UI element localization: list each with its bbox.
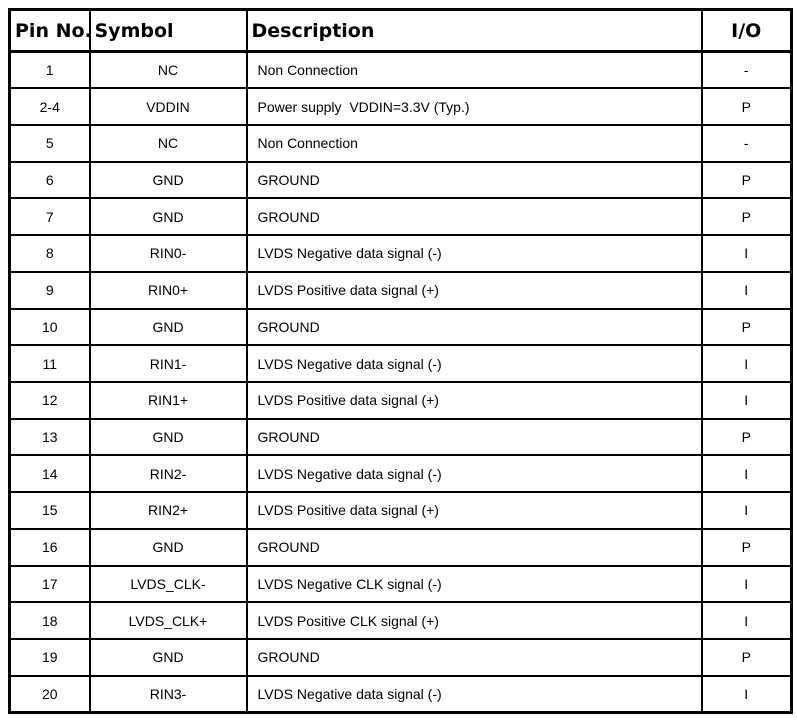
symbol-cell: RIN0-: [88, 234, 248, 273]
table-row: 6 GND GROUND P: [8, 160, 793, 200]
io-cell: P: [700, 160, 793, 200]
table-row: 2-4 VDDIN Power supply VDDIN=3.3V (Typ.)…: [8, 87, 793, 126]
pin-cell: 12: [8, 380, 91, 420]
pin-cell: 19: [8, 638, 91, 677]
header-row: Pin No. Symbol Description I/O: [8, 8, 793, 53]
table-row: 19 GND GROUND P: [8, 638, 793, 677]
description-cell: LVDS Negative CLK signal (-): [245, 564, 703, 604]
pin-cell: 2-4: [8, 87, 91, 126]
pin-cell: 14: [8, 454, 91, 494]
io-cell: P: [700, 638, 793, 677]
symbol-cell: RIN2-: [88, 454, 248, 494]
table-row: 1 NC Non Connection -: [8, 50, 793, 90]
table-row: 13 GND GROUND P: [8, 417, 793, 457]
pin-cell: 11: [8, 344, 91, 383]
pin-cell: 17: [8, 564, 91, 604]
pin-cell: 10: [8, 307, 91, 347]
table-row: 16 GND GROUND P: [8, 527, 793, 567]
table-row: 12 RIN1+ LVDS Positive data signal (+) I: [8, 380, 793, 420]
pin-description-table: Pin No. Symbol Description I/O 1 NC Non …: [8, 8, 793, 714]
io-cell: I: [700, 601, 793, 640]
header-symbol: Symbol: [88, 8, 248, 53]
table-row: 20 RIN3- LVDS Negative data signal (-) I: [8, 674, 793, 714]
pin-cell: 7: [8, 197, 91, 237]
symbol-cell: NC: [88, 50, 248, 90]
symbol-cell: GND: [88, 197, 248, 237]
symbol-cell: VDDIN: [88, 87, 248, 126]
description-cell: GROUND: [245, 638, 703, 677]
io-cell: I: [700, 344, 793, 383]
io-cell: I: [700, 234, 793, 273]
table-row: 15 RIN2+ LVDS Positive data signal (+) I: [8, 491, 793, 530]
description-cell: GROUND: [245, 417, 703, 457]
symbol-cell: RIN2+: [88, 491, 248, 530]
header-io: I/O: [700, 8, 793, 53]
io-cell: I: [700, 380, 793, 420]
pin-cell: 8: [8, 234, 91, 273]
description-cell: LVDS Positive data signal (+): [245, 491, 703, 530]
symbol-cell: RIN1+: [88, 380, 248, 420]
header-pin-no: Pin No.: [8, 8, 91, 53]
table-header: Pin No. Symbol Description I/O: [8, 8, 793, 53]
io-cell: -: [700, 123, 793, 163]
io-cell: I: [700, 491, 793, 530]
symbol-cell: GND: [88, 638, 248, 677]
io-cell: P: [700, 417, 793, 457]
pin-cell: 5: [8, 123, 91, 163]
table-row: 7 GND GROUND P: [8, 197, 793, 237]
description-cell: LVDS Positive data signal (+): [245, 270, 703, 310]
symbol-cell: GND: [88, 307, 248, 347]
pin-cell: 15: [8, 491, 91, 530]
symbol-cell: GND: [88, 160, 248, 200]
symbol-cell: GND: [88, 527, 248, 567]
io-cell: I: [700, 454, 793, 494]
io-cell: -: [700, 50, 793, 90]
symbol-cell: NC: [88, 123, 248, 163]
table-row: 9 RIN0+ LVDS Positive data signal (+) I: [8, 270, 793, 310]
table-row: 17 LVDS_CLK- LVDS Negative CLK signal (-…: [8, 564, 793, 604]
pin-cell: 13: [8, 417, 91, 457]
description-cell: Non Connection: [245, 123, 703, 163]
pin-cell: 18: [8, 601, 91, 640]
pin-cell: 9: [8, 270, 91, 310]
description-cell: LVDS Negative data signal (-): [245, 344, 703, 383]
pin-cell: 16: [8, 527, 91, 567]
description-cell: Power supply VDDIN=3.3V (Typ.): [245, 87, 703, 126]
io-cell: P: [700, 527, 793, 567]
description-cell: LVDS Positive CLK signal (+): [245, 601, 703, 640]
table-row: 14 RIN2- LVDS Negative data signal (-) I: [8, 454, 793, 494]
description-cell: GROUND: [245, 197, 703, 237]
io-cell: I: [700, 564, 793, 604]
io-cell: P: [700, 87, 793, 126]
symbol-cell: RIN1-: [88, 344, 248, 383]
io-cell: I: [700, 674, 793, 714]
table-row: 18 LVDS_CLK+ LVDS Positive CLK signal (+…: [8, 601, 793, 640]
pin-cell: 1: [8, 50, 91, 90]
symbol-cell: RIN3-: [88, 674, 248, 714]
io-cell: I: [700, 270, 793, 310]
table-body: 1 NC Non Connection - 2-4 VDDIN Power su…: [8, 50, 793, 714]
table-row: 8 RIN0- LVDS Negative data signal (-) I: [8, 234, 793, 273]
io-cell: P: [700, 307, 793, 347]
io-cell: P: [700, 197, 793, 237]
description-cell: GROUND: [245, 527, 703, 567]
pin-cell: 6: [8, 160, 91, 200]
header-description: Description: [245, 8, 703, 53]
symbol-cell: LVDS_CLK+: [88, 601, 248, 640]
description-cell: LVDS Negative data signal (-): [245, 234, 703, 273]
table-row: 5 NC Non Connection -: [8, 123, 793, 163]
description-cell: Non Connection: [245, 50, 703, 90]
symbol-cell: GND: [88, 417, 248, 457]
pin-cell: 20: [8, 674, 91, 714]
table-row: 10 GND GROUND P: [8, 307, 793, 347]
description-cell: GROUND: [245, 307, 703, 347]
description-cell: LVDS Positive data signal (+): [245, 380, 703, 420]
table-row: 11 RIN1- LVDS Negative data signal (-) I: [8, 344, 793, 383]
description-cell: LVDS Negative data signal (-): [245, 674, 703, 714]
symbol-cell: LVDS_CLK-: [88, 564, 248, 604]
description-cell: GROUND: [245, 160, 703, 200]
description-cell: LVDS Negative data signal (-): [245, 454, 703, 494]
symbol-cell: RIN0+: [88, 270, 248, 310]
